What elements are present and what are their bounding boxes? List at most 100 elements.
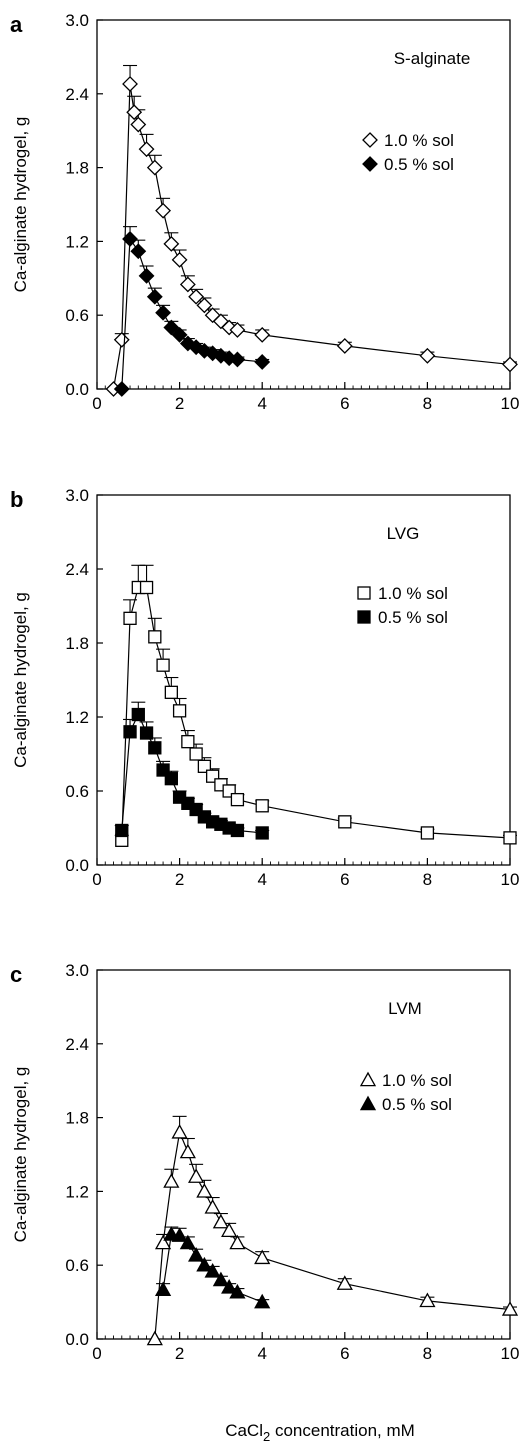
y-tick-label: 2.4 — [65, 85, 89, 104]
y-tick-label: 2.4 — [65, 1035, 89, 1054]
data-point — [113, 381, 130, 397]
data-point — [146, 1330, 163, 1346]
y-tick-label: 0.0 — [65, 380, 89, 399]
y-tick-label: 2.4 — [65, 560, 89, 579]
legend-label: 1.0 % sol — [378, 584, 448, 603]
data-point — [139, 580, 154, 595]
x-tick-label: 10 — [501, 870, 520, 889]
x-tick-label: 10 — [501, 1344, 520, 1363]
y-tick-label: 0.0 — [65, 1330, 89, 1349]
series-half-percent: 0.5 % sol — [154, 1095, 452, 1309]
y-tick-label: 3.0 — [65, 486, 89, 505]
data-point — [131, 707, 145, 722]
legend-label: 1.0 % sol — [384, 131, 454, 150]
legend-label: 0.5 % sol — [384, 155, 454, 174]
y-tick-label: 1.8 — [65, 159, 89, 178]
data-point — [163, 319, 180, 336]
data-point — [419, 1292, 436, 1308]
data-point — [255, 826, 269, 840]
panel-letter: c — [10, 962, 22, 987]
panel-title: LVM — [388, 999, 422, 1018]
data-point — [154, 1234, 172, 1250]
data-point — [156, 658, 170, 672]
data-point — [503, 831, 517, 845]
data-point — [419, 347, 436, 364]
series-line — [121, 237, 263, 390]
data-point — [123, 725, 137, 739]
data-point — [139, 726, 154, 740]
legend-label: 0.5 % sol — [378, 608, 448, 627]
data-point — [189, 747, 203, 761]
data-point — [336, 1275, 353, 1290]
series-one-percent: 1.0 % sol — [146, 1071, 519, 1346]
data-point — [229, 322, 246, 338]
series-half-percent: 0.5 % sol — [113, 155, 454, 397]
x-axis-label-rest: concentration, mM — [270, 1421, 415, 1440]
x-tick-label: 6 — [340, 394, 349, 413]
data-point — [130, 116, 147, 133]
data-point — [154, 1281, 172, 1297]
panel-letter: b — [10, 487, 23, 512]
data-point — [123, 611, 137, 625]
plot-frame — [96, 19, 511, 390]
data-point — [230, 823, 245, 838]
data-point — [204, 1199, 221, 1214]
data-point — [188, 1247, 205, 1262]
data-point — [148, 630, 162, 644]
data-point — [148, 741, 162, 755]
data-point — [420, 826, 435, 840]
x-tick-label: 4 — [257, 1344, 266, 1363]
x-tick-label: 2 — [175, 394, 184, 413]
data-point — [138, 267, 155, 284]
panel-letter: a — [10, 12, 23, 37]
legend-marker — [357, 586, 371, 600]
x-tick-label: 4 — [257, 870, 266, 889]
panel-title: S-alginate — [394, 49, 471, 68]
data-point — [196, 297, 213, 314]
data-point — [229, 351, 246, 368]
data-point — [155, 304, 171, 321]
panel-title: LVG — [387, 524, 420, 543]
legend-label: 1.0 % sol — [382, 1071, 452, 1090]
data-point — [196, 1183, 213, 1198]
data-point — [163, 235, 180, 252]
data-point — [336, 338, 353, 354]
x-tick-label: 6 — [340, 870, 349, 889]
y-tick-label: 1.8 — [65, 634, 89, 653]
y-tick-label: 3.0 — [65, 961, 89, 980]
data-point — [164, 772, 178, 786]
chart-panel-a: a 0.0 0.6 1.2 1.8 2.4 3.0 0 2 4 6 8 10 Ca-alginate hy… — [10, 11, 519, 413]
data-point — [254, 1293, 271, 1309]
x-tick-label: 8 — [423, 394, 432, 413]
series-line — [112, 83, 511, 390]
legend-marker — [362, 132, 378, 148]
y-axis-label: Ca-alginate hydrogel, g — [11, 117, 30, 293]
legend-marker — [357, 610, 371, 624]
data-point — [164, 685, 178, 699]
x-axis-label: CaCl2 concentration, mM — [225, 1421, 415, 1444]
y-tick-label: 0.6 — [65, 1256, 89, 1275]
data-point — [179, 276, 196, 293]
y-tick-label: 0.6 — [65, 782, 89, 801]
data-point — [155, 202, 171, 219]
data-point — [172, 704, 187, 718]
legend-marker — [359, 1095, 377, 1111]
data-point — [254, 326, 271, 343]
y-tick-label: 0.0 — [65, 856, 89, 875]
data-point — [179, 1143, 196, 1159]
y-tick-label: 3.0 — [65, 11, 89, 30]
data-point — [171, 326, 188, 343]
data-point — [113, 331, 130, 348]
y-tick-label: 0.6 — [65, 306, 89, 325]
data-point — [122, 76, 138, 92]
data-point — [146, 288, 163, 305]
data-point — [171, 1124, 188, 1139]
data-point — [204, 1263, 221, 1278]
data-point — [338, 815, 352, 829]
data-point — [221, 1279, 238, 1294]
x-tick-label: 0 — [92, 870, 101, 889]
y-tick-label: 1.2 — [65, 708, 89, 727]
data-point — [146, 159, 163, 176]
series-half-percent: 0.5 % sol — [114, 608, 448, 840]
data-point — [188, 1168, 205, 1183]
